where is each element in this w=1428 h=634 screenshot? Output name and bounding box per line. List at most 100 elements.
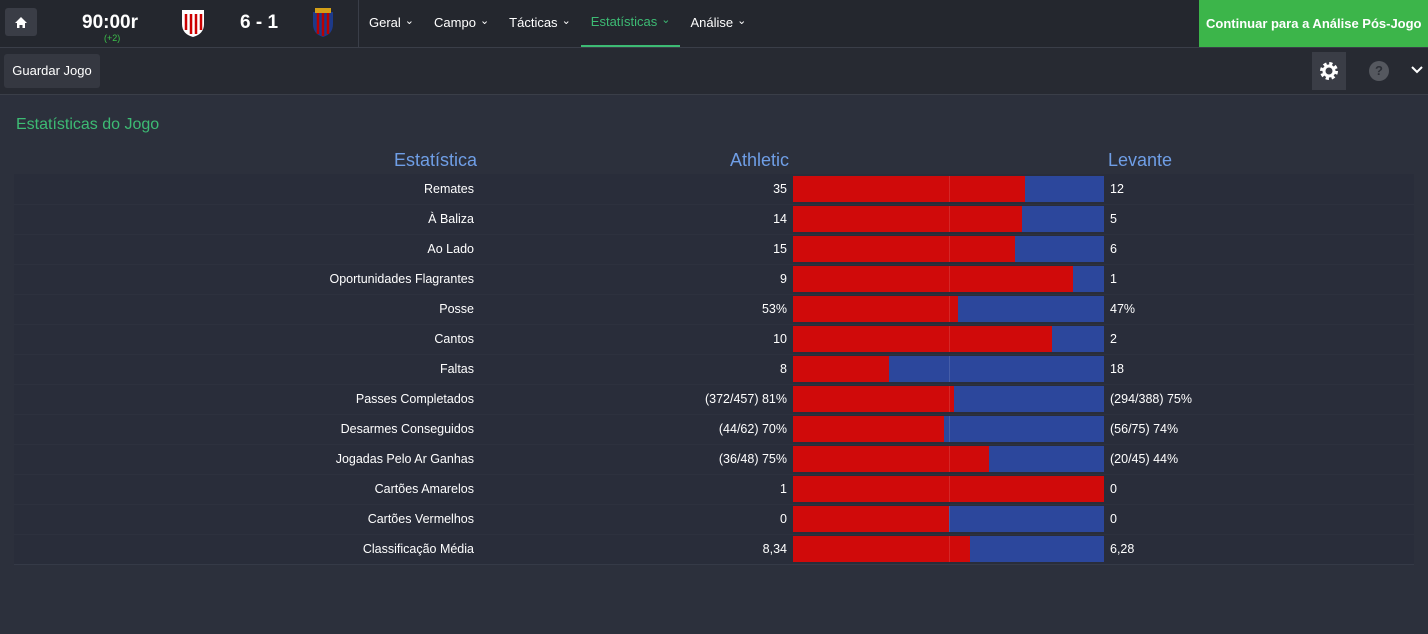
away-value: 0 (1110, 512, 1117, 526)
home-value: 8 (780, 362, 787, 376)
stat-row: Oportunidades Flagrantes 9 1 (14, 264, 1414, 295)
home-button[interactable] (5, 8, 37, 36)
away-value: (294/388) 75% (1110, 392, 1193, 406)
menu-item[interactable]: Análise (680, 0, 756, 47)
stat-bar (793, 536, 1104, 562)
column-header: Athletic (729, 150, 789, 170)
center-line (948, 296, 950, 322)
away-value: 6,28 (1110, 542, 1135, 556)
home-bar (793, 206, 1023, 232)
stat-bar (793, 296, 1104, 322)
away-value: 2 (1110, 332, 1117, 346)
menu-item[interactable]: Tácticas (499, 0, 581, 47)
match-time: 90:00r (82, 12, 138, 33)
away-value: 12 (1110, 182, 1124, 196)
center-line (948, 236, 950, 262)
stat-name: Faltas (439, 362, 474, 376)
continue-button[interactable]: Continuar para a Análise Pós-Jogo (1199, 0, 1428, 47)
home-bar (793, 266, 1073, 292)
column-header: Levante (1108, 150, 1173, 170)
menu: GeralCampoTácticasEstatísticasAnálise (358, 0, 756, 47)
away-bar (970, 536, 1104, 562)
home-bar (793, 356, 889, 382)
away-badge (313, 8, 333, 37)
column-header: Estatística (393, 150, 477, 170)
stat-bar (793, 356, 1104, 382)
home-value: 15 (773, 242, 787, 256)
home-value: 0 (780, 512, 787, 526)
stat-name: Jogadas Pelo Ar Ganhas (335, 452, 474, 466)
menu-item[interactable]: Geral (359, 0, 424, 47)
stat-name: Classificação Média (362, 542, 474, 556)
stat-bar (793, 386, 1104, 412)
added-time: (+2) (104, 33, 121, 43)
home-bar (793, 176, 1025, 202)
stat-row: Cartões Vermelhos 0 0 (14, 504, 1414, 535)
home-value: 53% (761, 302, 787, 316)
stat-row: À Baliza 14 5 (14, 204, 1414, 235)
stat-bar (793, 446, 1104, 472)
away-value: 0 (1110, 482, 1117, 496)
center-line (948, 386, 950, 412)
stat-row: Classificação Média 8,34 6,28 (14, 534, 1414, 565)
away-value: 1 (1110, 272, 1117, 286)
center-line (948, 536, 950, 562)
home-bar (793, 446, 989, 472)
stat-name: Passes Completados (355, 392, 474, 406)
center-line (948, 446, 950, 472)
center-line (948, 176, 950, 202)
home-bar (793, 476, 1104, 502)
home-icon (15, 17, 27, 28)
save-button[interactable]: Guardar Jogo (4, 54, 100, 88)
top-bar: 90:00r (+2) 6 - 1 GeralCampoTácticasEsta… (0, 0, 1428, 48)
center-line (948, 206, 950, 232)
home-bar (793, 236, 1016, 262)
center-line (948, 326, 950, 352)
away-bar (1022, 206, 1104, 232)
stat-bar (793, 476, 1104, 502)
away-bar (888, 356, 1104, 382)
away-bar (954, 386, 1104, 412)
stat-row: Ao Lado 15 6 (14, 234, 1414, 265)
away-bar (1024, 176, 1104, 202)
stat-name: Cartões Amarelos (374, 482, 474, 496)
away-bar (944, 416, 1104, 442)
home-value: (36/48) 75% (718, 452, 787, 466)
home-bar (793, 506, 949, 532)
home-bar (793, 326, 1053, 352)
stat-row: Desarmes Conseguidos (44/62) 70% (56/75) 7… (14, 414, 1414, 445)
stat-row: Remates 35 12 (14, 174, 1414, 205)
menu-item[interactable]: Estatísticas (580, 0, 681, 47)
away-value: (20/45) 44% (1110, 452, 1179, 466)
stat-name: Cantos (434, 332, 474, 346)
home-value: 14 (773, 212, 787, 226)
dropdown-icon[interactable] (1410, 64, 1424, 76)
away-bar (948, 506, 1104, 532)
help-button[interactable]: ? (1369, 61, 1389, 81)
center-line (948, 266, 950, 292)
away-value: (56/75) 74% (1110, 422, 1179, 436)
section-title: Estatísticas do Jogo (16, 116, 160, 133)
center-line (948, 506, 950, 532)
menu-item[interactable]: Campo (424, 0, 499, 47)
stat-row: Cantos 10 2 (14, 324, 1414, 355)
settings-button[interactable] (1312, 52, 1346, 90)
home-bar (793, 536, 971, 562)
stat-row: Cartões Amarelos 1 0 (14, 474, 1414, 505)
away-value: 47% (1110, 302, 1136, 316)
away-bar (1015, 236, 1104, 262)
stat-bar (793, 266, 1104, 292)
home-bar (793, 386, 955, 412)
center-line (948, 356, 950, 382)
home-value: 1 (780, 482, 787, 496)
toolbar (0, 48, 1428, 95)
stat-name: Remates (423, 182, 474, 196)
stat-bar (793, 176, 1104, 202)
home-badge (182, 10, 204, 37)
stat-bar (793, 206, 1104, 232)
center-line (948, 476, 950, 502)
home-value: 9 (780, 272, 787, 286)
stat-bar (793, 416, 1104, 442)
stat-name: À Baliza (428, 212, 474, 226)
